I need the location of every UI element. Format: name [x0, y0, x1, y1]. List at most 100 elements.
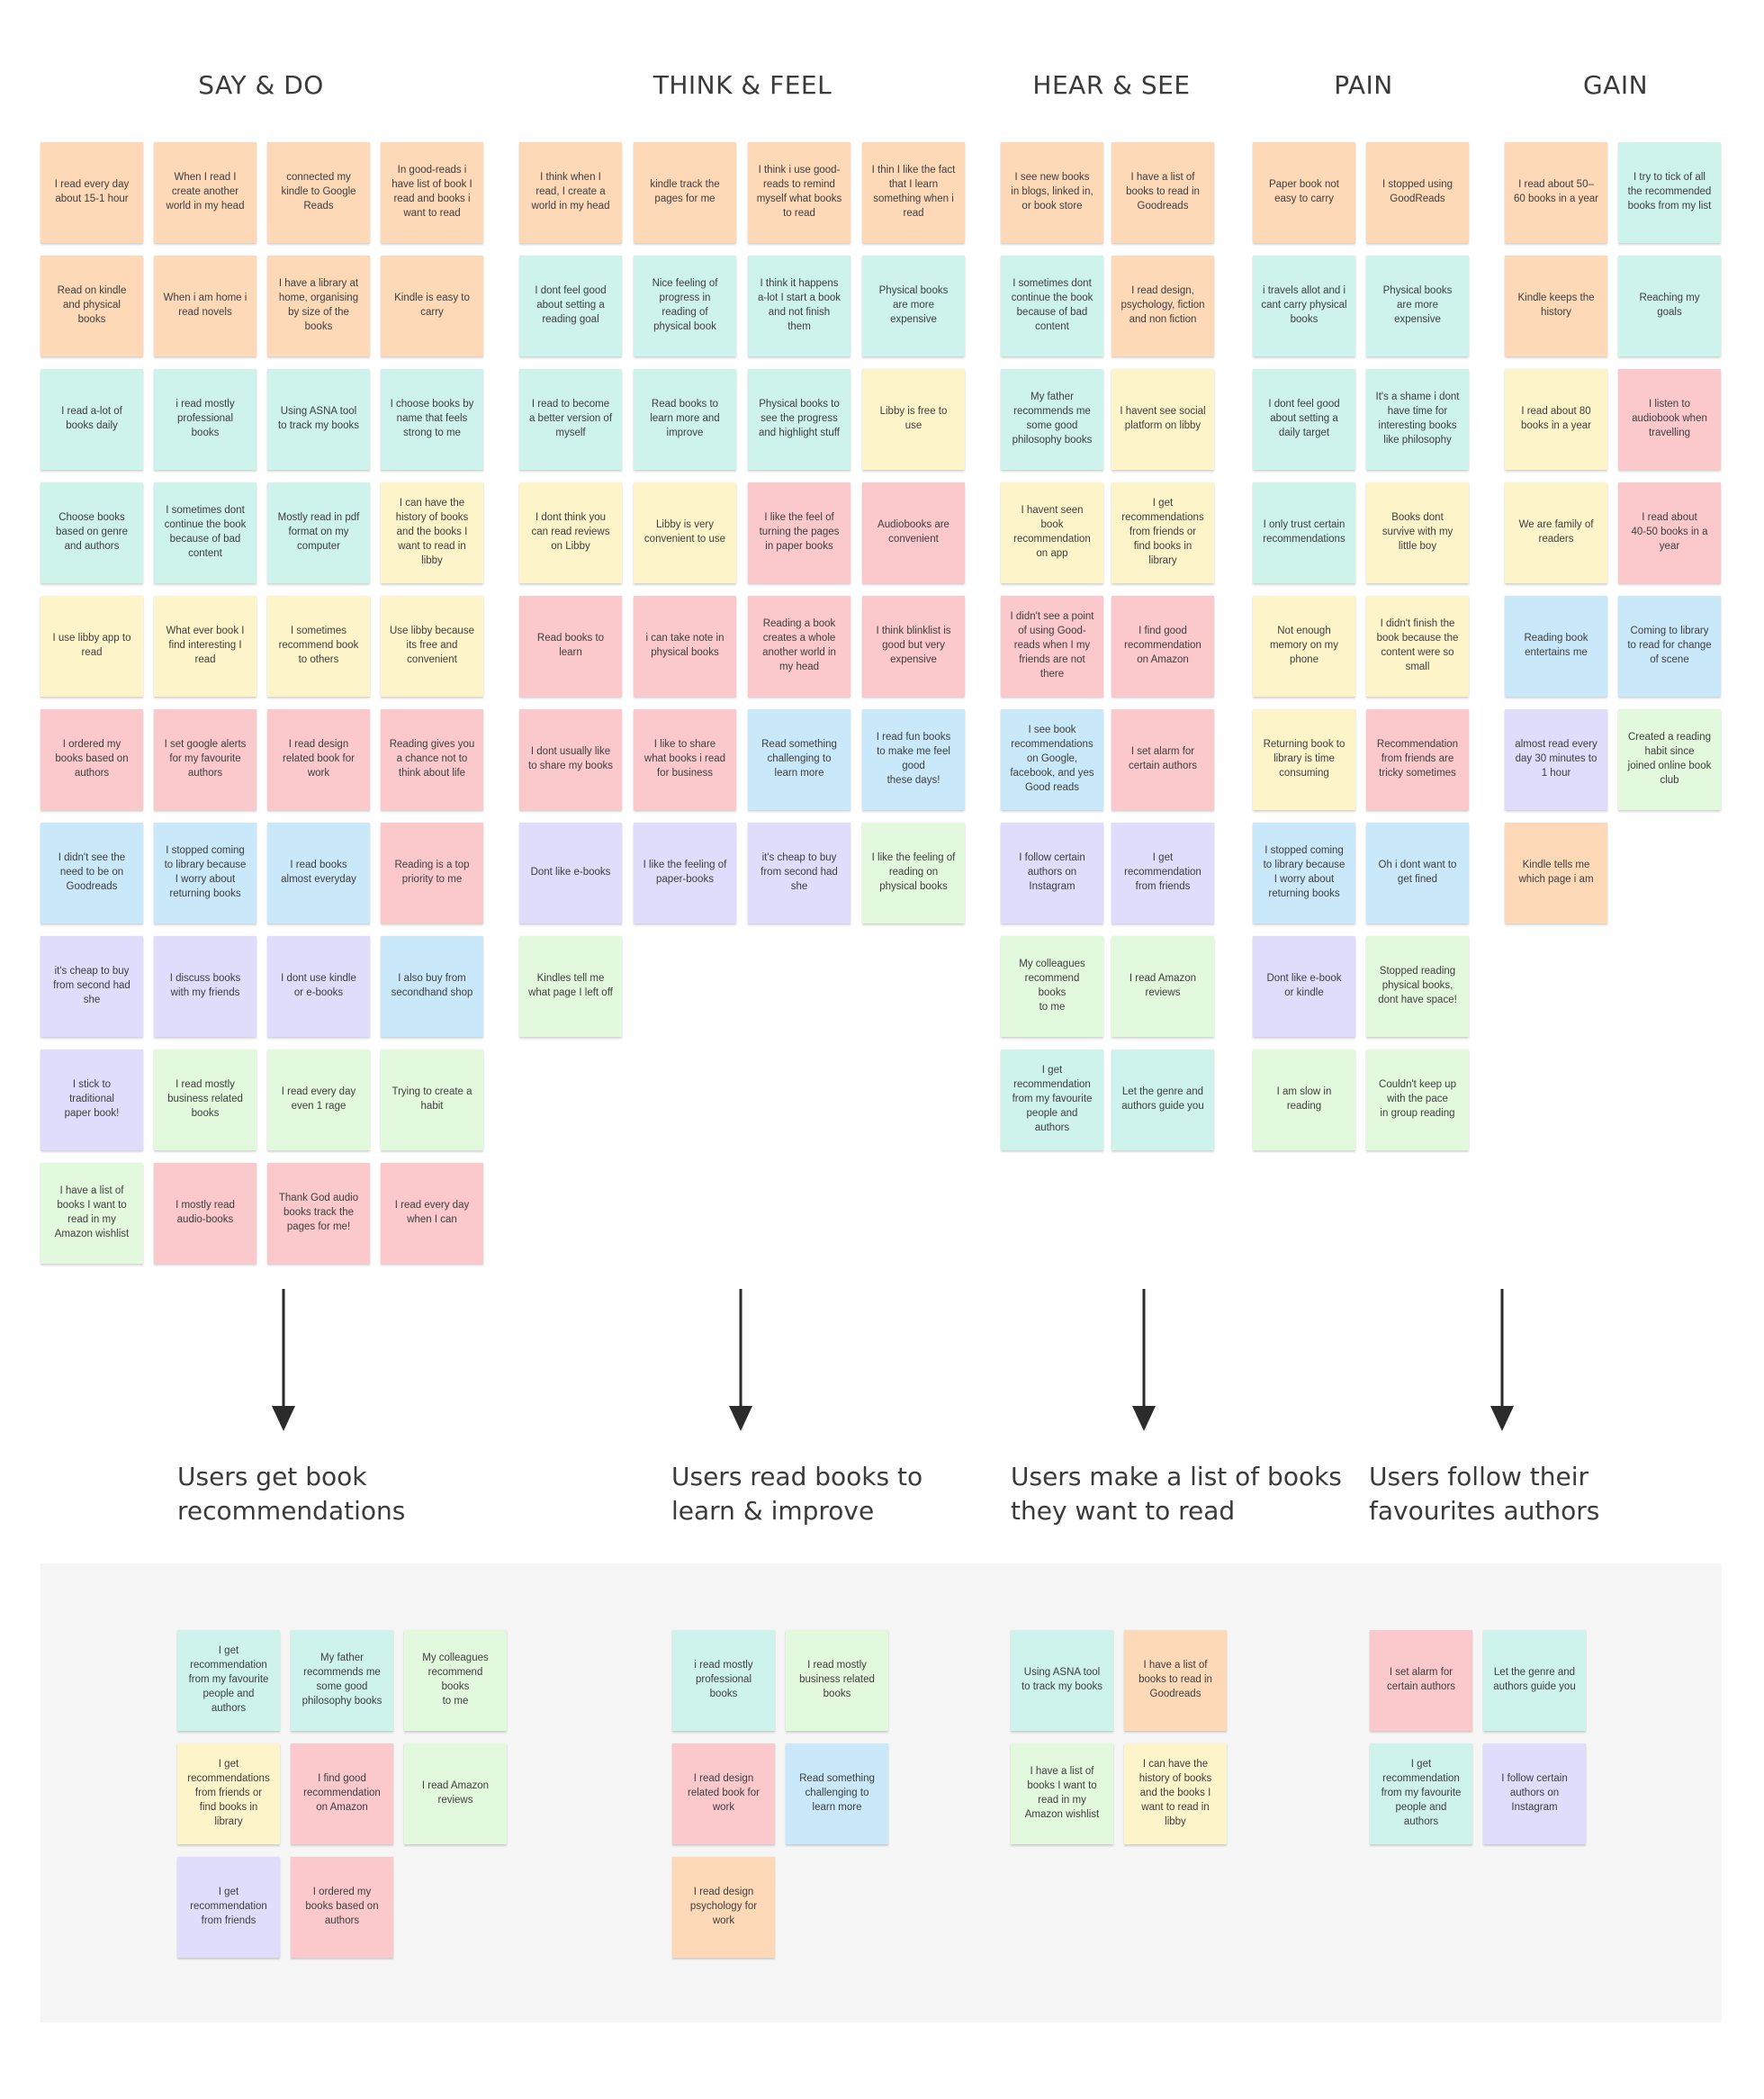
sticky-note[interactable]: I think i use good- reads to remind myse… — [748, 142, 850, 243]
sticky-note[interactable]: I sometimes dont continue the book becau… — [1001, 256, 1103, 356]
sticky-note[interactable]: Stopped reading physical books, dont hav… — [1366, 936, 1469, 1037]
sticky-note[interactable]: i can take note in physical books — [634, 596, 736, 697]
sticky-note[interactable]: Trying to create a habit — [381, 1050, 483, 1150]
sticky-note[interactable]: I have a list of books I want to read in… — [40, 1163, 143, 1264]
sticky-note[interactable]: When i am home i read novels — [154, 256, 256, 356]
sticky-note[interactable]: I read books almost everyday — [267, 823, 370, 923]
sticky-note[interactable]: I like the feel of turning the pages in … — [748, 482, 850, 583]
sticky-note[interactable]: I get recommendation from friends — [177, 1857, 280, 1958]
sticky-note[interactable]: I find good recommendation on Amazon — [291, 1743, 393, 1844]
sticky-note[interactable]: My colleagues recommend books to me — [404, 1630, 507, 1731]
sticky-note[interactable]: I read design related book for work — [672, 1743, 775, 1844]
sticky-note[interactable]: I havent see social platform on libby — [1112, 369, 1214, 470]
sticky-note[interactable]: Nice feeling of progress in reading of p… — [634, 256, 736, 356]
sticky-note[interactable]: I like to share what books i read for bu… — [634, 709, 736, 810]
sticky-note[interactable]: I get recommendations from friends or fi… — [1112, 482, 1214, 583]
sticky-note[interactable]: I am slow in reading — [1253, 1050, 1355, 1150]
sticky-note[interactable]: I read every day when I can — [381, 1163, 483, 1264]
sticky-note[interactable]: I set alarm for certain authors — [1370, 1630, 1472, 1731]
sticky-note[interactable]: i read mostly professional books — [154, 369, 256, 470]
sticky-note[interactable]: Coming to library to read for change of … — [1618, 596, 1721, 697]
sticky-note[interactable]: I read design psychology for work — [672, 1857, 775, 1958]
sticky-note[interactable]: i read mostly professional books — [672, 1630, 775, 1731]
sticky-note[interactable]: I use libby app to read — [40, 596, 143, 697]
sticky-note[interactable]: Let the genre and authors guide you — [1483, 1630, 1586, 1731]
sticky-note[interactable]: Read books to learn more and improve — [634, 369, 736, 470]
sticky-note[interactable]: I read about 40-50 books in a year — [1618, 482, 1721, 583]
sticky-note[interactable]: Physical books are more expensive — [1366, 256, 1469, 356]
sticky-note[interactable]: I have a list of books I want to read in… — [1011, 1743, 1113, 1844]
sticky-note[interactable]: Returning book to library is time consum… — [1253, 709, 1355, 810]
sticky-note[interactable]: My father recommends me some good philos… — [1001, 369, 1103, 470]
sticky-note[interactable]: I read about 80 books in a year — [1505, 369, 1607, 470]
sticky-note[interactable]: I have a library at home, organising by … — [267, 256, 370, 356]
sticky-note[interactable]: Created a reading habit since joined onl… — [1618, 709, 1721, 810]
sticky-note[interactable]: Reading book entertains me — [1505, 596, 1607, 697]
sticky-note[interactable]: almost read every day 30 minutes to 1 ho… — [1505, 709, 1607, 810]
sticky-note[interactable]: I sometimes recommend book to others — [267, 596, 370, 697]
sticky-note[interactable]: I ordered my books based on authors — [291, 1857, 393, 1958]
sticky-note[interactable]: I read every day about 15-1 hour — [40, 142, 143, 243]
sticky-note[interactable]: I have a list of books to read in Goodre… — [1124, 1630, 1227, 1731]
sticky-note[interactable]: Reading gives you a chance not to think … — [381, 709, 483, 810]
sticky-note[interactable]: Mostly read in pdf format on my computer — [267, 482, 370, 583]
sticky-note[interactable]: I read design, psychology, fiction and n… — [1112, 256, 1214, 356]
sticky-note[interactable]: Let the genre and authors guide you — [1112, 1050, 1214, 1150]
sticky-note[interactable]: it's cheap to buy from second had she — [748, 823, 850, 923]
sticky-note[interactable]: I stopped coming to library because I wo… — [1253, 823, 1355, 923]
sticky-note[interactable]: Kindle tells me which page i am — [1505, 823, 1607, 923]
sticky-note[interactable]: I read about 50– 60 books in a year — [1505, 142, 1607, 243]
sticky-note[interactable]: I can have the history of books and the … — [381, 482, 483, 583]
sticky-note[interactable]: Read something challenging to learn more — [748, 709, 850, 810]
sticky-note[interactable]: I read mostly business related books — [154, 1050, 256, 1150]
sticky-note[interactable]: I get recommendation from my favourite p… — [1001, 1050, 1103, 1150]
sticky-note[interactable]: Kindle is easy to carry — [381, 256, 483, 356]
sticky-note[interactable]: Reading a book creates a whole another w… — [748, 596, 850, 697]
sticky-note[interactable]: I get recommendation from my favourite p… — [177, 1630, 280, 1731]
sticky-note[interactable]: I dont think you can read reviews on Lib… — [519, 482, 622, 583]
sticky-note[interactable]: Kindle keeps the history — [1505, 256, 1607, 356]
sticky-note[interactable]: Oh i dont want to get fined — [1366, 823, 1469, 923]
sticky-note[interactable]: Reading is a top priority to me — [381, 823, 483, 923]
sticky-note[interactable]: Recommendation from friends are tricky s… — [1366, 709, 1469, 810]
sticky-note[interactable]: Thank God audio books track the pages fo… — [267, 1163, 370, 1264]
sticky-note[interactable]: I read Amazon reviews — [1112, 936, 1214, 1037]
sticky-note[interactable]: Physical books to see the progress and h… — [748, 369, 850, 470]
sticky-note[interactable]: I thin I like the fact that I learn some… — [862, 142, 965, 243]
sticky-note[interactable]: kindle track the pages for me — [634, 142, 736, 243]
sticky-note[interactable]: Paper book not easy to carry — [1253, 142, 1355, 243]
sticky-note[interactable]: In good-reads i have list of book I read… — [381, 142, 483, 243]
sticky-note[interactable]: Choose books based on genre and authors — [40, 482, 143, 583]
sticky-note[interactable]: I like the feeling of reading on physica… — [862, 823, 965, 923]
sticky-note[interactable]: I dont feel good about setting a reading… — [519, 256, 622, 356]
sticky-note[interactable]: I set alarm for certain authors — [1112, 709, 1214, 810]
sticky-note[interactable]: I think blinklist is good but very expen… — [862, 596, 965, 697]
sticky-note[interactable]: I read fun books to make me feel good th… — [862, 709, 965, 810]
sticky-note[interactable]: I dont use kindle or e-books — [267, 936, 370, 1037]
sticky-note[interactable]: it's cheap to buy from second had she — [40, 936, 143, 1037]
sticky-note[interactable]: I set google alerts for my favourite aut… — [154, 709, 256, 810]
sticky-note[interactable]: When I read I create another world in my… — [154, 142, 256, 243]
sticky-note[interactable]: Read books to learn — [519, 596, 622, 697]
sticky-note[interactable]: I choose books by name that feels strong… — [381, 369, 483, 470]
sticky-note[interactable]: I read Amazon reviews — [404, 1743, 507, 1844]
sticky-note[interactable]: Read something challenging to learn more — [786, 1743, 888, 1844]
sticky-note[interactable]: I get recommendation from friends — [1112, 823, 1214, 923]
sticky-note[interactable]: I find good recommendation on Amazon — [1112, 596, 1214, 697]
sticky-note[interactable]: Kindles tell me what page I left off — [519, 936, 622, 1037]
sticky-note[interactable]: I dont usually like to share my books — [519, 709, 622, 810]
sticky-note[interactable]: I follow certain authors on Instagram — [1001, 823, 1103, 923]
sticky-note[interactable]: Dont like e-book or kindle — [1253, 936, 1355, 1037]
sticky-note[interactable]: I can have the history of books and the … — [1124, 1743, 1227, 1844]
sticky-note[interactable]: Reaching my goals — [1618, 256, 1721, 356]
sticky-note[interactable]: I didn't see the need to be on Goodreads — [40, 823, 143, 923]
sticky-note[interactable]: I read mostly business related books — [786, 1630, 888, 1731]
sticky-note[interactable]: Using ASNA tool to track my books — [1011, 1630, 1113, 1731]
sticky-note[interactable]: I see new books in blogs, linked in, or … — [1001, 142, 1103, 243]
sticky-note[interactable]: Physical books are more expensive — [862, 256, 965, 356]
sticky-note[interactable]: I get recommendation from my favourite p… — [1370, 1743, 1472, 1844]
sticky-note[interactable]: It's a shame i dont have time for intere… — [1366, 369, 1469, 470]
sticky-note[interactable]: I mostly read audio-books — [154, 1163, 256, 1264]
sticky-note[interactable]: Libby is very convenient to use — [634, 482, 736, 583]
sticky-note[interactable]: My colleagues recommend books to me — [1001, 936, 1103, 1037]
